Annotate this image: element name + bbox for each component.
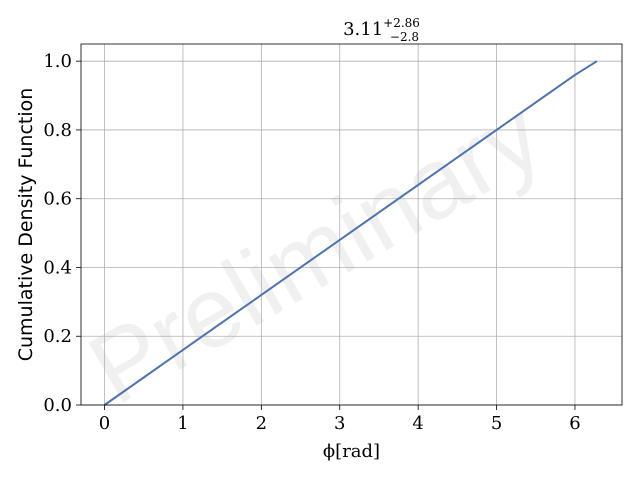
y-axis-label: Cumulative Density Function <box>15 88 37 362</box>
x-axis-label: ϕ[rad] <box>323 441 380 462</box>
title-superscript: +2.86 <box>383 16 420 30</box>
cdf-line <box>103 60 598 406</box>
x-tick-label: 3 <box>334 413 345 434</box>
ticks-layer: 0 1 2 3 4 5 6 0.0 0.2 0.4 0.6 0.8 1.0 <box>43 51 580 434</box>
x-tick-label: 2 <box>256 413 267 434</box>
y-tick-label: 0.0 <box>43 395 72 416</box>
watermark-layer: Preliminary <box>71 79 560 426</box>
x-tick-label: 4 <box>412 413 423 434</box>
x-tick-label: 0 <box>99 413 110 434</box>
axes-frame <box>80 43 623 406</box>
watermark-text: Preliminary <box>71 79 560 426</box>
y-tick-label: 0.8 <box>43 120 72 141</box>
x-tick-label: 5 <box>491 413 502 434</box>
chart-title: 3.11+2.86 −2.8 <box>343 16 420 44</box>
plot-frame <box>80 43 623 406</box>
y-tick-label: 0.2 <box>43 326 72 347</box>
x-tick-label: 6 <box>569 413 580 434</box>
title-main: 3.11 <box>343 19 383 40</box>
y-tick-label: 1.0 <box>43 51 72 72</box>
series-layer <box>103 60 598 406</box>
title-subscript: −2.8 <box>390 30 419 44</box>
grid-layer <box>81 44 622 406</box>
y-tick-label: 0.4 <box>43 257 72 278</box>
y-tick-label: 0.6 <box>43 189 72 210</box>
x-tick-label: 1 <box>177 413 188 434</box>
